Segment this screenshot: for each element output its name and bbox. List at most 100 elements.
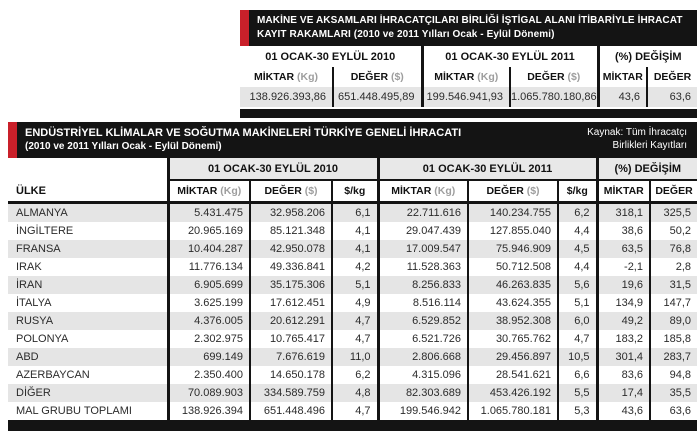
value-cell: 4,4 bbox=[557, 222, 597, 241]
value-cell: 35,5 bbox=[649, 384, 697, 403]
value-cell: 75.946.909 bbox=[467, 240, 558, 259]
value-cell: 4.315.096 bbox=[376, 366, 468, 385]
value-cell: 325,5 bbox=[649, 202, 697, 223]
value-cell: 94,8 bbox=[649, 366, 697, 385]
unit-usd: ($) bbox=[526, 185, 540, 198]
value-cell: 2.806.668 bbox=[376, 348, 468, 367]
col-miktar-change: MİKTAR bbox=[595, 180, 650, 205]
col-deger-2010: DEĞER ($) bbox=[332, 67, 422, 87]
value-cell: 4,8 bbox=[331, 384, 378, 403]
value-cell: 49.336.841 bbox=[249, 258, 332, 277]
table1-column-header-row: MİKTAR (Kg) DEĞER ($) MİKTAR (Kg) DEĞER … bbox=[240, 67, 698, 87]
value-cell: 4.376.005 bbox=[166, 312, 250, 331]
country-cell: İTALYA bbox=[16, 297, 52, 310]
value-cell: 38,6 bbox=[595, 222, 650, 241]
value-cell: 63,5 bbox=[595, 240, 650, 259]
value-cell: 199.546.942 bbox=[376, 402, 468, 421]
value-cell: 318,1 bbox=[595, 202, 650, 223]
country-cell: POLONYA bbox=[16, 333, 69, 346]
value-cell: 147,7 bbox=[649, 294, 697, 313]
col-deger-2011: DEĞER ($) bbox=[508, 67, 599, 87]
table2-footer-bar bbox=[8, 420, 697, 432]
value-cell: 29.047.439 bbox=[376, 222, 468, 241]
value-cell: -2,1 bbox=[595, 258, 650, 277]
value-cell: 89,0 bbox=[649, 312, 697, 331]
value-cell: 85.121.348 bbox=[249, 222, 332, 241]
value-cell: 7.676.619 bbox=[249, 348, 332, 367]
value-cell: 17,4 bbox=[595, 384, 650, 403]
value-cell: 38.952.308 bbox=[467, 312, 558, 331]
country-cell: ALMANYA bbox=[8, 202, 168, 223]
machinery-union-export-table: MAKİNE VE AKSAMLARI İHRACATÇILARI BİRLİĞ… bbox=[240, 10, 698, 118]
value-cell: 70.089.903 bbox=[166, 384, 250, 403]
value-cell: 50,2 bbox=[649, 222, 697, 241]
table-row: İTALYA 3.625.199 17.612.451 4,9 8.516.114 43.… bbox=[8, 294, 697, 313]
value-cell: 2.350.400 bbox=[166, 366, 250, 385]
value-cell: 5,5 bbox=[557, 384, 597, 403]
table2-title: ENDÜSTRİYEL KLİMALAR VE SOĞUTMA MAKİNELE… bbox=[25, 127, 462, 153]
country-cell: FRANSA bbox=[8, 240, 168, 259]
col-deger-2010: DEĞER ($) bbox=[249, 180, 332, 205]
table-row: AZERBAYCAN 2.350.400 14.650.178 6,2 4.315.09… bbox=[8, 366, 697, 385]
table1-group-header-row: 01 OCAK-30 EYLÜL 2010 01 OCAK-30 EYLÜL 2… bbox=[240, 46, 698, 67]
value-cell: 76,8 bbox=[649, 240, 697, 259]
table1-title: MAKİNE VE AKSAMLARI İHRACATÇILARI BİRLİĞ… bbox=[257, 15, 683, 40]
country-cell: İRAN bbox=[8, 276, 168, 295]
col-miktar-change: MİKTAR bbox=[596, 67, 648, 87]
value-cell: 46.263.835 bbox=[467, 276, 558, 295]
table1-total-row: 138.926.393,86 651.448.495,89 199.546.94… bbox=[240, 87, 698, 107]
country-cell: IRAK bbox=[16, 261, 42, 274]
value-cell: 35.175.306 bbox=[249, 276, 332, 295]
value-cell: 134,9 bbox=[595, 294, 650, 313]
table-row: POLONYA 2.302.975 10.765.417 4,7 6.521.726 30… bbox=[8, 330, 697, 349]
value-cell: 82.303.689 bbox=[376, 384, 468, 403]
value-cell: 651.448.495,89 bbox=[332, 87, 422, 107]
col-deger-2011: DEĞER ($) bbox=[467, 180, 558, 205]
value-cell: 5.431.475 bbox=[166, 202, 250, 223]
value-cell: 1.065.780.180,86 bbox=[508, 87, 599, 107]
table-row: ABD 699.149 7.676.619 11,0 2.806.668 29.456.8… bbox=[8, 348, 697, 367]
table2-column-header-row: MİKTAR (Kg) DEĞER ($) $/kg MİKTAR (Kg) D… bbox=[8, 180, 697, 205]
value-cell: 127.855.040 bbox=[467, 222, 558, 241]
unit-usd: ($) bbox=[567, 71, 581, 83]
value-cell: 138.926.394 bbox=[166, 402, 250, 421]
table-row: FRANSA 10.404.287 42.950.078 4,1 17.009.547 7… bbox=[8, 240, 697, 259]
table-row: MAL GRUBU TOPLAMI 138.926.394 651.448.496 4… bbox=[8, 402, 697, 421]
value-cell: 138.926.393,86 bbox=[240, 87, 333, 107]
change-percent-header: (%) DEĞİŞİM bbox=[595, 158, 697, 182]
col-miktar-2010: MİKTAR (Kg) bbox=[166, 180, 250, 205]
country-header: ÜLKE bbox=[8, 158, 168, 205]
col-usd-per-kg-2011: $/kg bbox=[557, 180, 597, 205]
unit-usd: ($) bbox=[304, 185, 318, 198]
value-cell: 43.624.355 bbox=[467, 294, 558, 313]
value-cell: 8.256.833 bbox=[376, 276, 468, 295]
country-cell: AZERBAYCAN bbox=[16, 369, 90, 382]
col-miktar-2010: MİKTAR (Kg) bbox=[254, 71, 318, 83]
value-cell: 699.149 bbox=[166, 348, 250, 367]
value-cell: 140.234.755 bbox=[467, 202, 558, 223]
value-cell: 20.965.169 bbox=[166, 222, 250, 241]
value-cell: 19,6 bbox=[595, 276, 650, 295]
period-2011-header: 01 OCAK-30 EYLÜL 2011 bbox=[420, 46, 599, 67]
value-cell: 4,5 bbox=[557, 240, 597, 259]
table-row: ALMANYA 5.431.475 32.958.206 6,1 22.711.616 1… bbox=[8, 202, 697, 223]
table2-body: ALMANYA 5.431.475 32.958.206 6,1 22.711.616 1… bbox=[8, 202, 697, 421]
value-cell: 4,7 bbox=[331, 402, 378, 421]
value-cell: 6,6 bbox=[557, 366, 597, 385]
value-cell: 11.776.134 bbox=[166, 258, 250, 277]
value-cell: 4,9 bbox=[331, 294, 378, 313]
table-row: İNGİLTERE 20.965.169 85.121.348 4,1 29.047.4… bbox=[8, 222, 697, 241]
value-cell: 43,6 bbox=[596, 87, 648, 107]
value-cell: 28.541.621 bbox=[467, 366, 558, 385]
col-deger-change: DEĞER bbox=[649, 180, 697, 205]
period-2010-header: 01 OCAK-30 EYLÜL 2010 bbox=[166, 158, 378, 182]
value-cell: 10.404.287 bbox=[166, 240, 250, 259]
unit-kg: (Kg) bbox=[296, 71, 318, 83]
value-cell: 2.302.975 bbox=[166, 330, 250, 349]
col-miktar-2011: MİKTAR (Kg) bbox=[420, 67, 510, 87]
value-cell: 32.958.206 bbox=[249, 202, 332, 223]
source-note: Kaynak: Tüm İhracatçı Birlikleri Kayıtla… bbox=[587, 127, 687, 151]
value-cell: 10.765.417 bbox=[249, 330, 332, 349]
value-cell: 4,1 bbox=[331, 240, 378, 259]
